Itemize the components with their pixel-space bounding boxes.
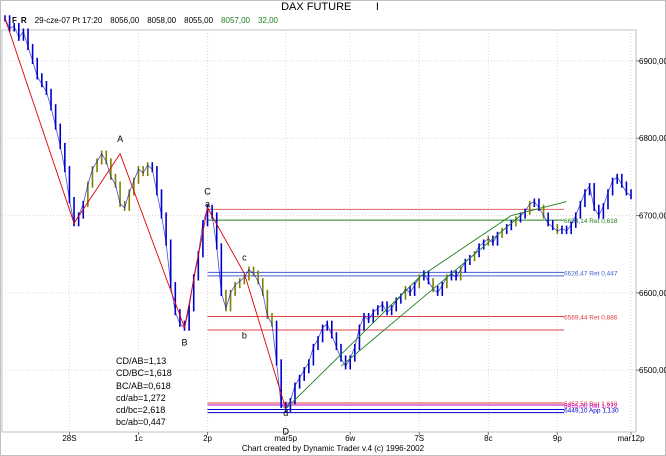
y-tick-label: 6500,00 <box>639 366 666 375</box>
pivot-label: a <box>205 199 210 209</box>
pattern-line <box>4 18 287 409</box>
quote-low: 8055,00 <box>184 16 214 25</box>
flag-r[interactable]: R <box>20 16 27 25</box>
pivot-label: A <box>117 134 123 144</box>
x-tick-label: 6w <box>345 434 355 443</box>
ratio-line: BC/AB=0,618 <box>116 380 171 391</box>
chart-title: DAX FUTURE I <box>250 1 410 13</box>
quote-change: 32,00 <box>257 16 278 25</box>
ratio-line: bc/ab=0,447 <box>116 417 166 428</box>
plot-area <box>1 29 637 433</box>
ratio-line: cd/ab=1,272 <box>116 392 166 403</box>
pattern-line <box>285 201 567 410</box>
quote-close: 8057,00 <box>221 16 250 25</box>
flag-f[interactable]: F <box>12 16 17 25</box>
x-tick-label: 7S <box>414 434 424 443</box>
level-label: 6449,10 App 1,130 <box>564 408 619 415</box>
level-label: 6457,50 Ret 1,618 <box>564 401 618 408</box>
pivot-label: B <box>182 337 188 347</box>
pattern-ratios: CD/AB=1,13 CD/BC=1,618 BC/AB=0,618 cd/ab… <box>116 355 172 429</box>
quote-header: F R 29-cze-07 Pt 17:20 8056,00 8058,00 8055,0… <box>12 16 286 29</box>
y-tick-label: 6600,00 <box>639 289 666 298</box>
pivot-label: c <box>242 252 247 262</box>
chart-footer: Chart created by Dynamic Trader v.4 (c) … <box>241 444 425 453</box>
pivot-label: C <box>204 187 211 197</box>
x-tick-label: 1c <box>134 434 142 443</box>
ratio-line: cd/bc=2,618 <box>116 405 166 416</box>
y-tick-label: 6900,00 <box>639 57 666 66</box>
pivot-label: D <box>283 426 290 436</box>
level-label: 6694,14 Ret 0,618 <box>564 218 618 225</box>
pivot-label: d <box>283 408 288 418</box>
x-tick-label: 8c <box>484 434 492 443</box>
x-tick-label: 28S <box>62 434 76 443</box>
chart-title-text: DAX FUTURE <box>281 1 352 13</box>
level-label: 6455,00 Ret 1,272 <box>564 403 618 410</box>
y-tick-label: 6700,00 <box>639 212 666 221</box>
interval-mark: I <box>375 1 379 13</box>
quote-high: 8058,00 <box>147 16 177 25</box>
quote-open: 8056,00 <box>110 16 140 25</box>
x-tick-label: 9p <box>553 434 562 443</box>
level-label: 6626,47 Ret 0,447 <box>564 270 618 277</box>
x-tick-label: 2p <box>203 434 212 443</box>
pivot-label: b <box>242 330 247 340</box>
x-tick-label: mar12p <box>617 434 645 443</box>
x-tick-label: mar5p <box>274 434 297 443</box>
y-tick-label: 6800,00 <box>639 134 666 143</box>
price-line <box>4 18 632 410</box>
level-label: 6569,44 Ret 0,886 <box>564 314 618 321</box>
ratio-line: CD/BC=1,618 <box>116 368 172 379</box>
ratio-line: CD/AB=1,13 <box>116 356 167 366</box>
pattern-line <box>340 215 521 367</box>
quote-datetime: 29-cze-07 Pt 17:20 <box>34 16 103 25</box>
